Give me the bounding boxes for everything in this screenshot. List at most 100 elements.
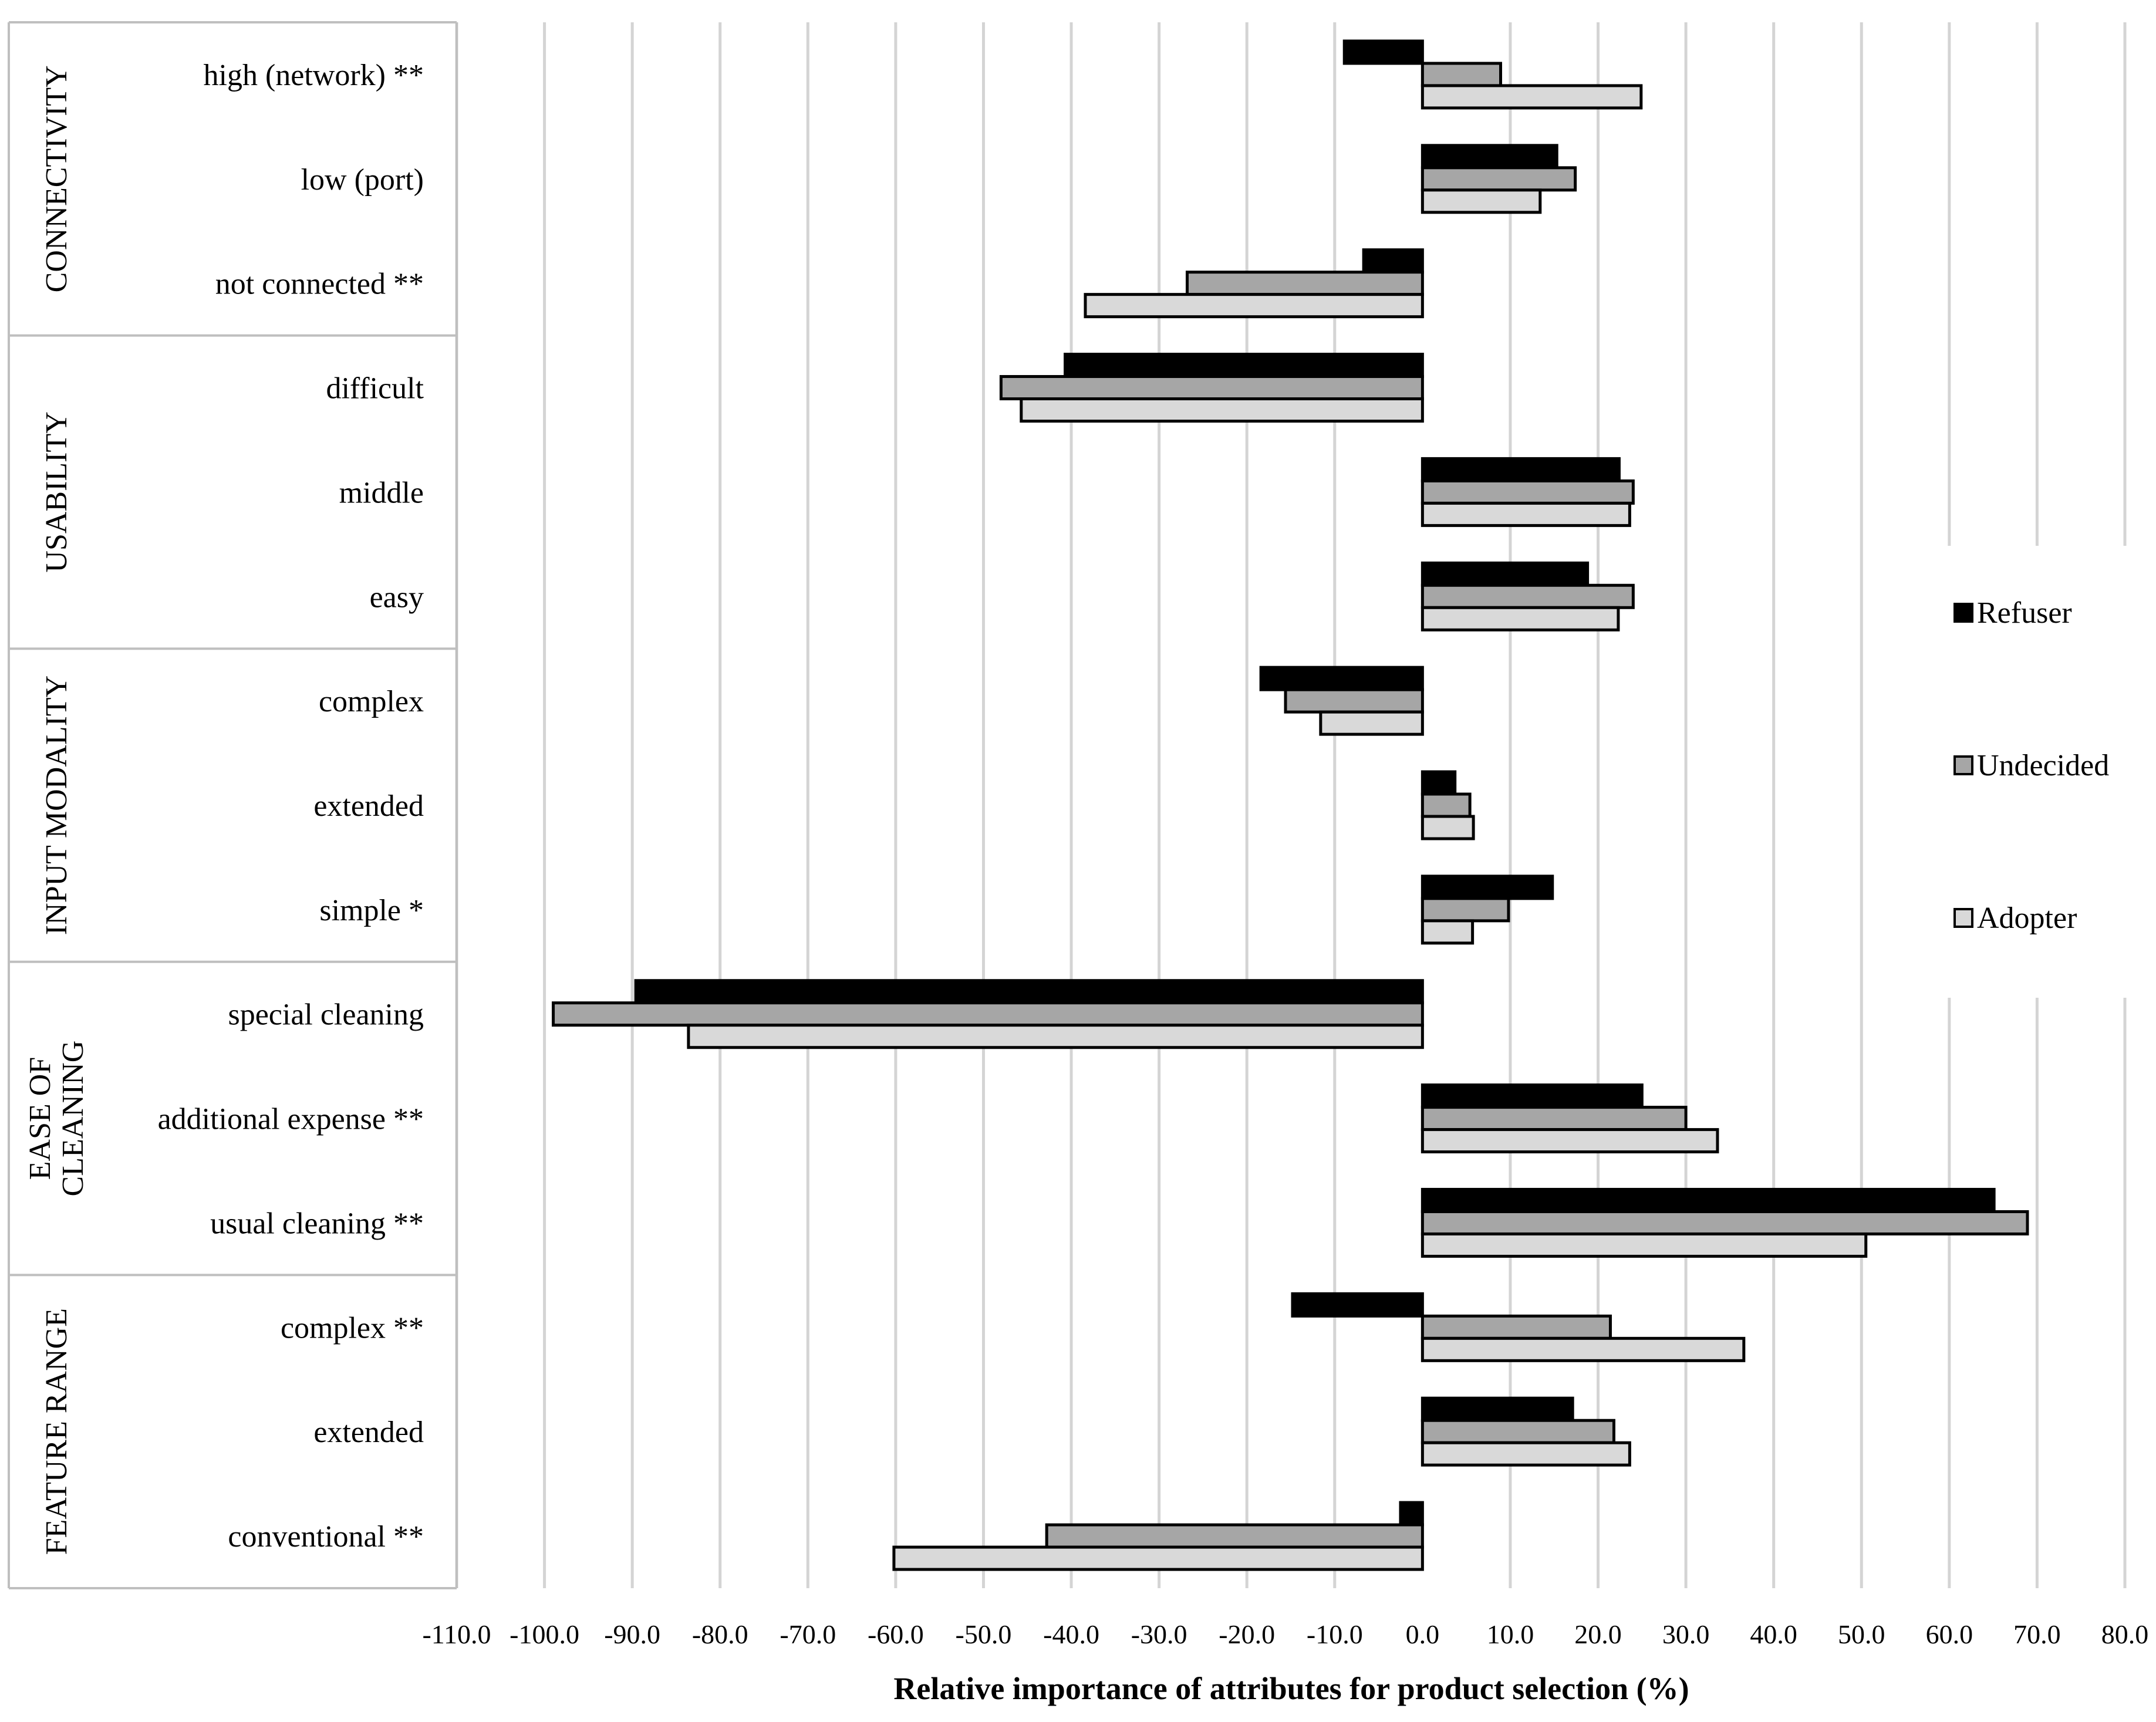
bar-adopter: [1319, 710, 1424, 736]
bar-adopter: [1421, 1336, 1746, 1362]
bar-undecided: [1421, 897, 1510, 923]
legend-swatch-refuser: [1953, 603, 1973, 623]
x-tick-label: 80.0: [2101, 1619, 2149, 1649]
group-label: FEATURE RANGE: [40, 1308, 73, 1555]
bar-undecided: [1421, 1314, 1612, 1340]
grid-lines: [455, 22, 2127, 1588]
bar-refuser: [1291, 1292, 1424, 1318]
bar-adopter: [1421, 188, 1542, 214]
bar-undecided: [1284, 688, 1424, 714]
x-tick-labels: -110.0 -100.0 -90.0 -80.0 -70.0 -60.0 -50.0 -40…: [422, 1619, 2148, 1649]
bar-refuser: [1421, 561, 1590, 587]
category-label: extended: [313, 1416, 424, 1449]
bar-adopter: [1421, 606, 1620, 632]
group-label: INPUT MODALITY: [40, 676, 73, 935]
bar-adopter: [1421, 1232, 1868, 1258]
bar-adopter: [1020, 397, 1424, 423]
group-label: CONNECTIVITY: [40, 65, 73, 292]
category-frame: [8, 21, 458, 1589]
bar-refuser: [1421, 1083, 1644, 1109]
category-label: difficult: [326, 372, 424, 406]
bar-undecided: [1421, 479, 1635, 505]
x-tick-label: 0.0: [1406, 1619, 1440, 1649]
category-label: high (network) **: [204, 59, 424, 92]
bar-refuser: [1064, 353, 1424, 379]
x-tick-label: 10.0: [1487, 1619, 1534, 1649]
x-tick-label: 30.0: [1662, 1619, 1710, 1649]
category-label: special cleaning: [228, 998, 424, 1032]
bar-refuser: [1362, 248, 1424, 274]
legend-label-undecided: Undecided: [1977, 749, 2109, 782]
legend-label-adopter: Adopter: [1977, 901, 2077, 935]
bar-adopter: [1421, 1128, 1719, 1154]
category-label: middle: [339, 476, 424, 509]
bar-undecided: [1421, 1210, 2029, 1235]
bar-adopter: [1421, 1441, 1631, 1467]
bar-adopter: [1084, 293, 1424, 319]
x-tick-label: -10.0: [1307, 1619, 1363, 1649]
bar-refuser: [1259, 666, 1424, 691]
category-label: not connected **: [215, 268, 424, 301]
x-tick-label: 40.0: [1750, 1619, 1797, 1649]
x-tick-label: 70.0: [2013, 1619, 2061, 1649]
group-label: USABILITY: [40, 411, 73, 572]
bar-undecided: [552, 1001, 1424, 1027]
category-label: extended: [313, 789, 424, 823]
group-label-line: FEATURE RANGE: [40, 1308, 73, 1555]
group-label-line: INPUT MODALITY: [40, 676, 73, 935]
bar-undecided: [1421, 166, 1577, 192]
bar-undecided: [999, 375, 1424, 401]
x-axis-label: Relative importance of attributes for pr…: [893, 1671, 1689, 1706]
bar-undecided: [1421, 792, 1472, 818]
legend: Refuser Undecided Adopter: [1953, 596, 2109, 935]
bar-adopter: [687, 1024, 1424, 1049]
bar-undecided: [1421, 62, 1502, 87]
x-tick-label: -20.0: [1219, 1619, 1275, 1649]
bar-adopter: [1421, 84, 1643, 110]
bar-refuser: [1399, 1501, 1424, 1527]
category-label: usual cleaning **: [210, 1207, 424, 1240]
category-label: easy: [370, 580, 424, 614]
bars: [552, 39, 2029, 1571]
group-label-line: CONNECTIVITY: [40, 65, 73, 292]
x-tick-label: -30.0: [1131, 1619, 1187, 1649]
group-label-line: CLEANING: [56, 1041, 90, 1197]
legend-swatch-adopter: [1953, 908, 1973, 928]
bar-refuser: [1421, 1396, 1574, 1422]
x-tick-label: -50.0: [956, 1619, 1012, 1649]
bar-refuser: [1421, 144, 1558, 170]
x-tick-label: -40.0: [1043, 1619, 1099, 1649]
x-tick-label: 50.0: [1838, 1619, 1885, 1649]
category-label: complex: [319, 685, 424, 718]
group-labels: CONNECTIVITY USABILITY INPUT MODALITY EASE …: [23, 65, 90, 1555]
bar-refuser: [1421, 1187, 1996, 1213]
bar-adopter: [1421, 501, 1631, 527]
bar-undecided: [1045, 1523, 1424, 1549]
bar-undecided: [1421, 1419, 1615, 1444]
bar-refuser: [634, 979, 1424, 1005]
category-labels: high (network) ** low (port) not connected…: [158, 59, 424, 1554]
group-label: EASE OFCLEANING: [23, 1041, 90, 1197]
x-tick-label: -60.0: [868, 1619, 924, 1649]
category-label: simple *: [319, 894, 424, 927]
bar-undecided: [1185, 271, 1424, 296]
bar-refuser: [1421, 457, 1621, 482]
category-label: complex **: [281, 1311, 424, 1345]
x-tick-label: -100.0: [510, 1619, 579, 1649]
x-tick-label: -80.0: [692, 1619, 748, 1649]
category-label: conventional **: [228, 1520, 424, 1554]
bar-refuser: [1421, 874, 1554, 900]
x-tick-label: 20.0: [1574, 1619, 1622, 1649]
bar-adopter: [892, 1545, 1424, 1571]
bar-refuser: [1421, 770, 1457, 796]
category-label: additional expense **: [158, 1103, 424, 1136]
category-label: low (port): [301, 163, 424, 197]
bar-adopter: [1421, 919, 1475, 945]
bar-undecided: [1421, 1106, 1688, 1132]
x-tick-label: 60.0: [1926, 1619, 1973, 1649]
bar-adopter: [1421, 815, 1475, 840]
legend-label-refuser: Refuser: [1977, 596, 2072, 630]
legend-swatch-undecided: [1953, 755, 1973, 775]
bar-refuser: [1342, 39, 1424, 65]
